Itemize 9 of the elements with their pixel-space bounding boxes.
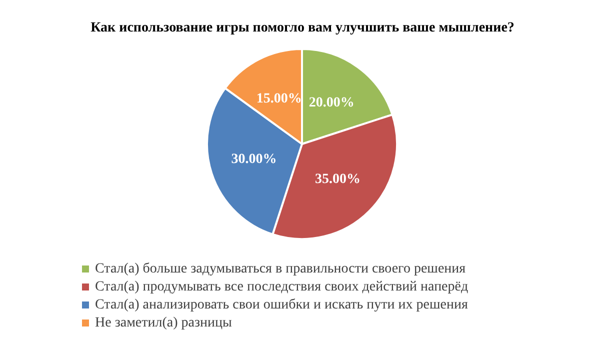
- data-label: 35.00%: [314, 172, 360, 188]
- chart-title: Как использование игры помогло вам улучшить ваше мышление?: [90, 20, 514, 36]
- legend-label: Стал(а) продумывать все последствия своих действий наперёд: [95, 280, 468, 294]
- data-label: 20.00%: [308, 96, 354, 111]
- data-label: 15.00%: [256, 92, 302, 107]
- legend-label: Стал(а) анализировать свои ошибки и искать пути их решения: [95, 298, 468, 312]
- legend-label: Стал(а) больше задумываться в правильности своего решения: [95, 262, 466, 276]
- data-label: 30.00%: [231, 152, 277, 168]
- legend-label: Не заметил(а) разницы: [95, 316, 232, 330]
